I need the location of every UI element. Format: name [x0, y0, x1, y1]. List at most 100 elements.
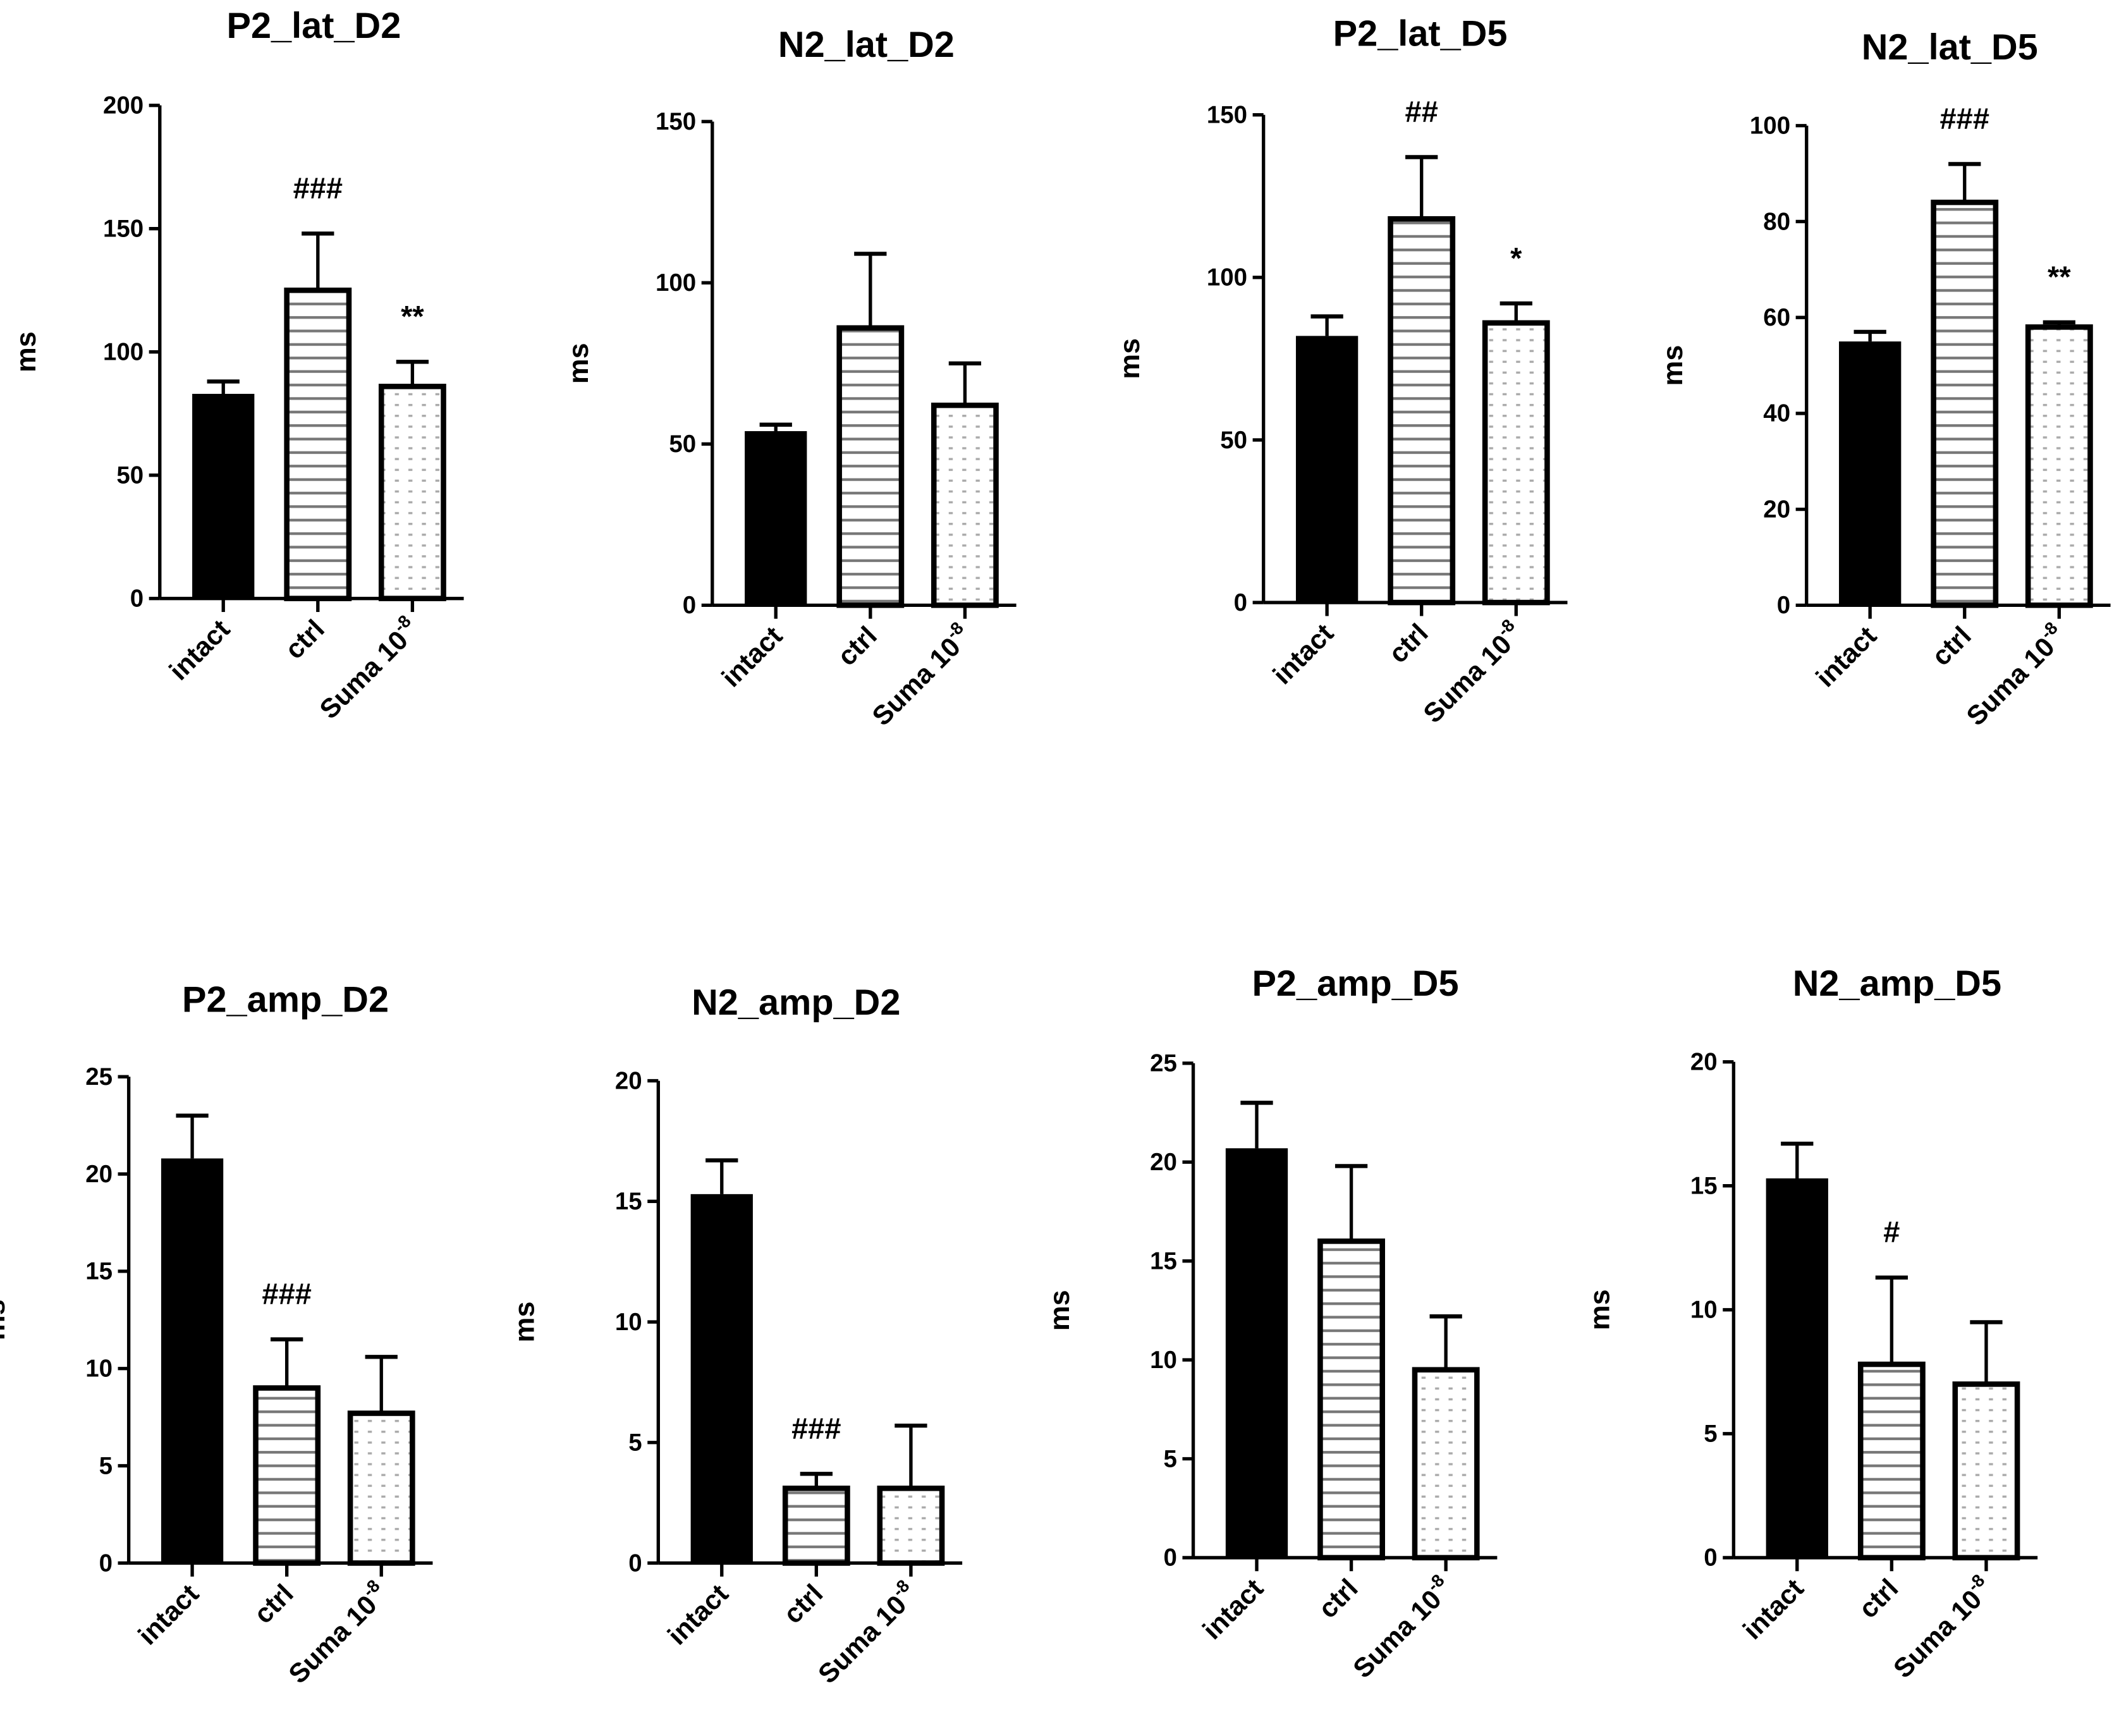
significance-marker: ** [2048, 260, 2071, 293]
y-tick-label: 15 [85, 1258, 113, 1285]
x-tick-label: intact [1197, 1573, 1269, 1646]
chart-title: P2_amp_D5 [1252, 963, 1458, 1004]
y-tick-label: 15 [615, 1188, 642, 1215]
y-axis-label: ms [1113, 338, 1145, 379]
bar-chart-n2_lat_d5: N2_lat_D5 0 20 40 60 80 100 ms intact ### ctrl ** Su… [1656, 27, 2111, 731]
bar-ctrl [284, 287, 352, 601]
x-tick-label: ctrl [1926, 621, 1977, 672]
y-tick-label: 0 [683, 592, 696, 619]
y-tick-label: 0 [628, 1550, 642, 1577]
y-tick-label: 100 [103, 339, 144, 366]
chart-title: N2_lat_D2 [778, 25, 955, 65]
bar-suma [347, 1410, 415, 1566]
y-axis-label: ms [9, 331, 42, 372]
bar-ctrl [836, 325, 905, 608]
chart-title: N2_lat_D5 [1862, 27, 2038, 68]
y-tick-label: 20 [615, 1067, 642, 1094]
y-tick-label: 20 [1763, 496, 1790, 523]
x-tick-label: intact [662, 1579, 735, 1651]
x-tick-label: ctrl [1853, 1573, 1904, 1624]
significance-marker: ## [1405, 95, 1438, 128]
bar-intact [161, 1158, 224, 1563]
significance-marker: ### [262, 1277, 311, 1311]
y-tick-label: 10 [85, 1355, 113, 1383]
y-tick-label: 20 [85, 1161, 113, 1188]
y-tick-label: 10 [1690, 1297, 1718, 1324]
y-tick-label: 0 [1704, 1544, 1717, 1572]
x-tick-label: ctrl [279, 614, 331, 665]
y-tick-label: 5 [1164, 1445, 1177, 1472]
y-tick-label: 0 [1777, 592, 1790, 619]
y-tick-label: 5 [1704, 1421, 1717, 1448]
bar-chart-p2_lat_d2: P2_lat_D2 0 50 100 150 200 ms intact ### ctrl ** Su… [9, 6, 464, 725]
x-tick-label: intact [164, 614, 236, 687]
x-tick-label: intact [1811, 621, 1883, 694]
bar-ctrl [1931, 199, 1999, 608]
x-tick-label: Suma 10-8 [280, 1575, 394, 1689]
y-tick-label: 25 [1150, 1050, 1177, 1077]
x-tick-label: Suma 10-8 [864, 618, 977, 731]
bar-ctrl [253, 1385, 321, 1566]
y-tick-label: 0 [130, 585, 144, 612]
bar-chart-p2_lat_d5: P2_lat_D5 0 50 100 150 ms intact ## ctrl * Suma 10… [1113, 14, 1568, 729]
bar-intact [745, 431, 807, 606]
y-tick-label: 80 [1763, 208, 1790, 235]
y-tick-label: 10 [615, 1309, 642, 1336]
x-tick-label: Suma 10-8 [311, 611, 425, 725]
y-axis-label: ms [1043, 1290, 1075, 1331]
y-tick-label: 100 [1207, 264, 1247, 291]
x-tick-label: intact [1737, 1573, 1810, 1646]
significance-marker: ### [791, 1412, 841, 1445]
bar-intact [1839, 341, 1902, 606]
x-tick-label: Suma 10-8 [1885, 1570, 1999, 1684]
y-tick-label: 0 [99, 1550, 113, 1577]
bar-intact [1766, 1178, 1828, 1558]
y-tick-label: 100 [656, 269, 696, 296]
y-tick-label: 25 [85, 1063, 113, 1091]
y-axis-label: ms [508, 1302, 540, 1343]
y-tick-label: 150 [656, 108, 696, 135]
y-tick-label: 10 [1150, 1347, 1177, 1374]
x-tick-label: Suma 10-8 [1958, 618, 2072, 731]
bar-suma [1952, 1381, 2020, 1561]
bar-suma [877, 1485, 945, 1566]
bar-suma [378, 384, 446, 601]
x-tick-label: intact [1267, 618, 1340, 691]
y-tick-label: 50 [1220, 427, 1247, 454]
y-tick-label: 200 [103, 92, 144, 119]
x-tick-label: ctrl [248, 1579, 300, 1630]
x-tick-label: intact [716, 621, 789, 694]
y-tick-label: 150 [1207, 101, 1247, 128]
y-tick-label: 50 [669, 431, 696, 458]
x-tick-label: ctrl [832, 621, 883, 672]
bar-intact [1295, 336, 1359, 603]
x-tick-label: ctrl [1313, 1573, 1364, 1624]
y-axis-label: ms [0, 1299, 11, 1340]
bar-intact [192, 393, 255, 599]
significance-marker: # [1883, 1215, 1900, 1249]
chart-title: N2_amp_D5 [1793, 963, 2001, 1004]
x-tick-label: intact [132, 1579, 205, 1651]
y-axis-label: ms [1656, 345, 1688, 386]
y-tick-label: 0 [1234, 589, 1247, 616]
x-tick-label: Suma 10-8 [810, 1575, 924, 1689]
bar-suma [1482, 320, 1550, 606]
significance-marker: * [1510, 241, 1522, 274]
x-tick-label: Suma 10-8 [1345, 1570, 1458, 1684]
significance-marker: ### [1940, 102, 1989, 135]
x-tick-label: ctrl [778, 1579, 829, 1630]
bar-intact [690, 1194, 753, 1563]
y-tick-label: 5 [99, 1452, 113, 1479]
bar-ctrl [1388, 216, 1456, 606]
x-tick-label: ctrl [1383, 618, 1434, 669]
y-tick-label: 60 [1763, 304, 1790, 331]
y-tick-label: 15 [1150, 1247, 1177, 1274]
chart-title: N2_amp_D2 [692, 982, 900, 1023]
y-tick-label: 100 [1750, 113, 1790, 140]
significance-marker: ** [401, 300, 424, 333]
chart-title: P2_amp_D2 [182, 980, 389, 1020]
y-tick-label: 20 [1150, 1149, 1177, 1176]
bar-ctrl [782, 1485, 850, 1566]
